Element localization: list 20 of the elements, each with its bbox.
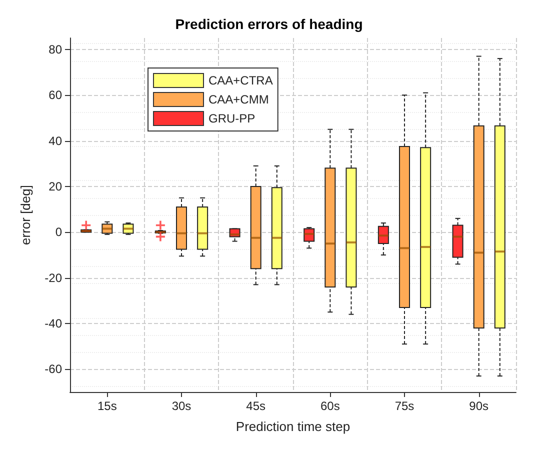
x-tick-label: 15s xyxy=(97,399,117,413)
x-tick-label: 60s xyxy=(320,399,340,413)
y-tick-label: 60 xyxy=(48,88,62,102)
y-tick-label: 80 xyxy=(48,42,62,56)
legend-label: CAA+CMM xyxy=(208,92,269,106)
x-tick-label: 90s xyxy=(469,399,489,413)
x-tick-label: 75s xyxy=(394,399,414,413)
x-tick-label: 45s xyxy=(246,399,266,413)
x-axis-title: Prediction time step xyxy=(236,419,350,434)
y-tick-label: -60 xyxy=(44,362,62,376)
y-tick-label: -40 xyxy=(44,316,62,330)
chart-title: Prediction errors of heading xyxy=(175,16,363,32)
y-axis-title: error [deg] xyxy=(18,185,33,245)
y-tick-label: 20 xyxy=(48,179,62,194)
y-tick-label: 0 xyxy=(55,225,62,240)
legend-label: GRU-PP xyxy=(208,112,256,126)
x-tick-label: 30s xyxy=(172,399,192,413)
y-tick-label: -20 xyxy=(44,270,62,285)
legend-label: CAA+CTRA xyxy=(208,74,273,88)
y-tick-label: 40 xyxy=(48,134,62,148)
